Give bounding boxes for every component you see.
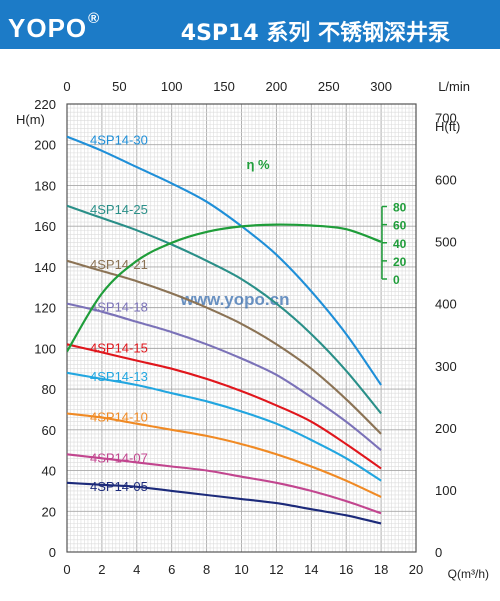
y-tick-label: 40 — [42, 464, 56, 479]
efficiency-tick-label: 40 — [393, 237, 407, 251]
series-line — [66, 371, 382, 482]
x-top-tick-label: 150 — [213, 79, 235, 94]
efficiency-tick-label: 20 — [393, 255, 407, 269]
series-label: 4SP14-10 — [90, 410, 148, 425]
y-right-tick-label: 200 — [435, 421, 457, 436]
series-label: 4SP14-25 — [90, 202, 148, 217]
x-tick-label: 10 — [234, 562, 248, 577]
x-tick-label: 20 — [409, 562, 423, 577]
grid-lines — [66, 103, 417, 553]
x-tick-label: 14 — [304, 562, 318, 577]
x-tick-label: 12 — [269, 562, 283, 577]
x-top-tick-label: 300 — [370, 79, 392, 94]
registered-mark: ® — [88, 10, 101, 27]
series-line — [66, 343, 382, 470]
y-tick-label: 160 — [34, 219, 56, 234]
brand-name: YOPO — [8, 13, 88, 43]
y-right-tick-label: 100 — [435, 483, 457, 498]
x-top-tick-label: 100 — [161, 79, 183, 94]
y-right-axis-label: H(ft) — [435, 119, 460, 134]
x-top-axis-label: L/min — [438, 79, 470, 94]
y-tick-label: 20 — [42, 504, 56, 519]
efficiency-tick-label: 60 — [393, 219, 407, 233]
x-top-tick-label: 50 — [112, 79, 126, 94]
header-bar: YOPO® 4SP14 系列 不锈钢深井泵 — [0, 0, 500, 49]
y-tick-label: 200 — [34, 138, 56, 153]
series-label: 4SP14-05 — [90, 479, 148, 494]
y-right-tick-label: 500 — [435, 235, 457, 250]
y-tick-label: 180 — [34, 178, 56, 193]
series-line — [66, 412, 382, 498]
series-label: 4SP14-21 — [90, 257, 148, 272]
y-right-tick-label: 600 — [435, 173, 457, 188]
y-right-tick-label: 700 — [435, 111, 457, 126]
efficiency-line — [67, 223, 382, 353]
x-tick-label: 0 — [63, 562, 70, 577]
x-top-tick-label: 200 — [266, 79, 288, 94]
y-right-tick-label: 300 — [435, 359, 457, 374]
y-axis-label: H(m) — [16, 112, 45, 127]
series-label: 4SP14-18 — [90, 300, 148, 315]
y-tick-label: 120 — [34, 301, 56, 316]
y-tick-label: 60 — [42, 423, 56, 438]
series-label: 4SP14-30 — [90, 133, 148, 148]
series-line — [66, 481, 382, 525]
series-label: 4SP14-13 — [90, 369, 148, 384]
y-tick-label: 100 — [34, 341, 56, 356]
y-tick-label: 0 — [49, 545, 56, 560]
x-top-tick-label: 0 — [63, 79, 70, 94]
y-tick-label: 80 — [42, 382, 56, 397]
x-tick-label: 2 — [98, 562, 105, 577]
plot-frame — [66, 103, 417, 553]
x-tick-label: 4 — [133, 562, 140, 577]
series-line — [66, 135, 382, 386]
x-tick-label: 18 — [374, 562, 388, 577]
x-tick-label: 8 — [203, 562, 210, 577]
pump-performance-chart: 0 2 4 6 8 10 12 14 16 18 20 Q(m³/h)0 50 100 150 200 250 3… — [16, 79, 489, 581]
brand-logo: YOPO® — [8, 10, 101, 44]
x-axis-label: Q(m³/h) — [448, 567, 489, 581]
efficiency-tick-label: 0 — [393, 273, 400, 287]
y-right-tick-label: 400 — [435, 297, 457, 312]
y-right-tick-label: 0 — [435, 545, 442, 560]
series-line — [66, 204, 382, 415]
x-tick-label: 6 — [168, 562, 175, 577]
y-tick-label: 140 — [34, 260, 56, 275]
x-tick-label: 16 — [339, 562, 353, 577]
page-title: 4SP14 系列 不锈钢深井泵 — [180, 21, 450, 46]
efficiency-tick-label: 80 — [393, 201, 407, 215]
y-tick-label: 220 — [34, 97, 56, 112]
x-top-tick-label: 250 — [318, 79, 340, 94]
series-label: 4SP14-15 — [90, 340, 148, 355]
efficiency-label: η % — [246, 157, 270, 172]
series-line — [66, 302, 382, 452]
series-label: 4SP14-07 — [90, 450, 148, 465]
series-line — [66, 453, 382, 515]
watermark: www.yopo.cn — [180, 290, 290, 309]
